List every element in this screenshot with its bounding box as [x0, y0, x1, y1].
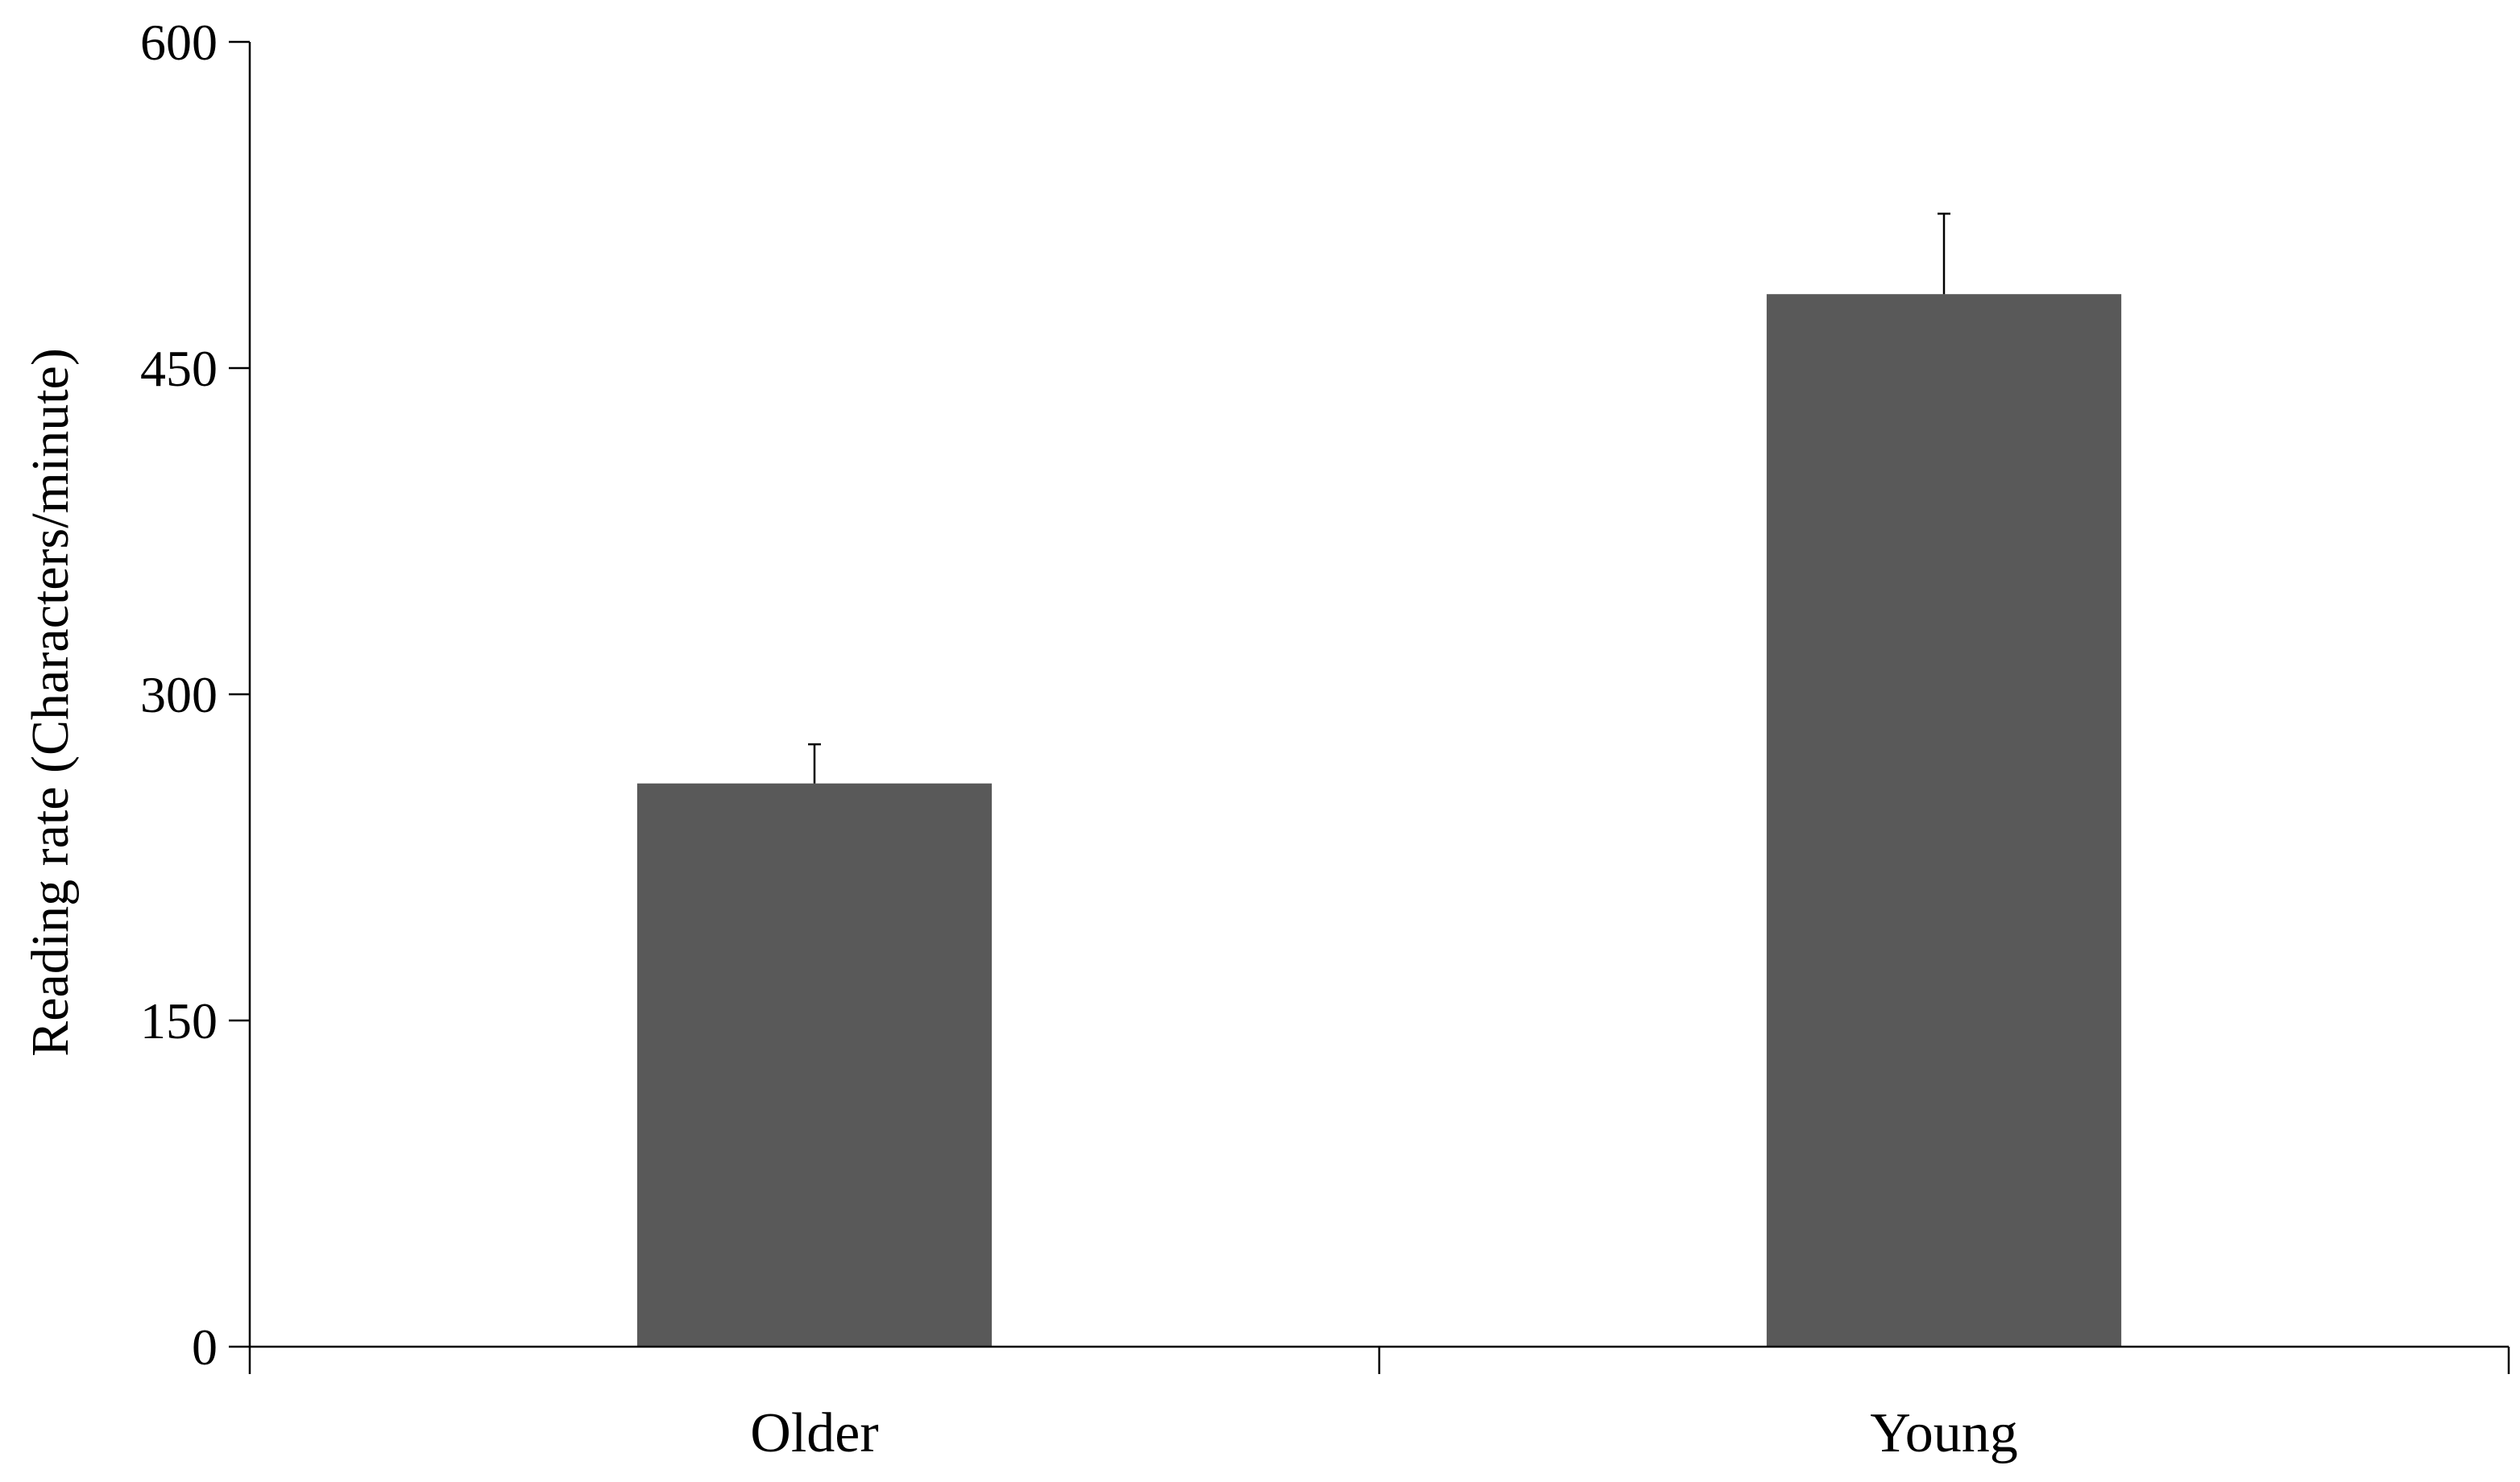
y-axis-title: Reading rate (Characters/minute) [21, 348, 80, 1057]
bar-young [1766, 294, 2122, 1347]
error-bars [808, 213, 1950, 784]
bars [636, 294, 2122, 1347]
y-tick-label: 150 [140, 992, 218, 1049]
y-axis-ticks: 0 150 300 450 600 [140, 14, 250, 1376]
y-tick-label: 600 [140, 14, 218, 71]
y-tick-label: 300 [140, 666, 218, 723]
x-axis-ticks: Older Young [248, 1347, 2510, 1464]
y-tick-label: 450 [140, 340, 218, 397]
y-tick-label: 0 [192, 1318, 218, 1376]
bar-older [636, 783, 993, 1347]
x-tick-label-older: Older [750, 1402, 878, 1464]
x-tick-label-young: Young [1870, 1402, 2018, 1464]
